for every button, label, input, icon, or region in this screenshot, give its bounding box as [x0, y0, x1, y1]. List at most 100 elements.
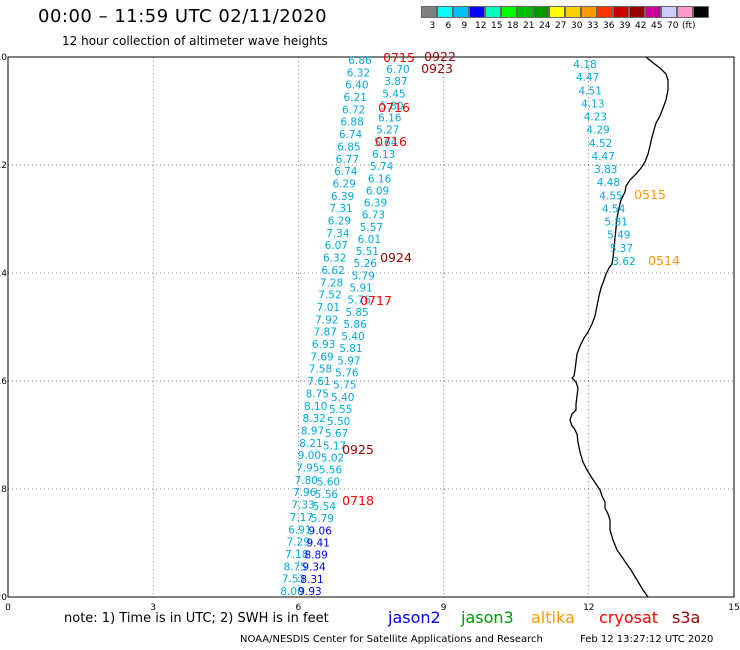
- swh-value: 5.50: [327, 416, 350, 428]
- timestamp: Feb 12 13:27:12 UTC 2020: [580, 634, 714, 645]
- swh-value: 7.28: [320, 277, 343, 289]
- legend-jason3: jason3: [461, 608, 514, 627]
- swh-value: 3.62: [612, 256, 635, 268]
- swh-value: 6.72: [342, 104, 365, 116]
- pass-label-altika: 0515: [634, 187, 666, 202]
- swh-track-2: 6.703.875.455.806.165.275.646.135.746.16…: [298, 64, 409, 598]
- swh-value: 6.74: [334, 166, 358, 178]
- swh-value: 5.75: [333, 380, 356, 392]
- swh-value: 4.48: [597, 177, 620, 189]
- colorbar-label: 21: [523, 21, 535, 31]
- swh-value: 4.52: [589, 138, 612, 150]
- y-tick-label: -16: [0, 377, 7, 387]
- swh-value: 7.17: [290, 512, 313, 524]
- swh-value: 6.09: [366, 185, 389, 197]
- map-frame: [7, 56, 735, 598]
- swh-value: 5.26: [354, 258, 378, 270]
- swh-track-1: 6.866.326.406.216.726.886.746.856.776.74…: [280, 55, 372, 598]
- swh-value: 9.93: [298, 586, 321, 598]
- swh-value: 4.13: [581, 98, 604, 110]
- swh-value: 5.64: [374, 137, 398, 149]
- map-subtitle: 12 hour collection of altimeter wave hei…: [62, 34, 328, 48]
- pass-label-cryosat: 0718: [342, 493, 374, 508]
- colorbar-swatch: [533, 6, 549, 18]
- y-tick-label: -18: [0, 485, 7, 495]
- swh-value: 8.97: [301, 425, 324, 437]
- swh-value: 6.85: [337, 141, 360, 153]
- colorbar-swatch: [421, 6, 437, 18]
- swh-value: 7.01: [317, 302, 340, 314]
- swh-value: 5.67: [325, 428, 348, 440]
- swh-value: 6.86: [348, 55, 372, 67]
- legend-altika: altika: [531, 608, 575, 627]
- swh-value: 7.61: [307, 376, 330, 388]
- swh-value: 8.00: [280, 586, 303, 598]
- colorbar-swatch: [661, 6, 677, 18]
- credit-line: NOAA/NESDIS Center for Satellite Applica…: [240, 634, 543, 645]
- swh-value: 5.37: [610, 243, 633, 255]
- colorbar-label: 42: [635, 21, 647, 31]
- legend-cryosat: cryosat: [599, 608, 659, 627]
- swh-value: 5.60: [317, 477, 340, 489]
- colorbar-swatch: [613, 6, 629, 18]
- swh-value: 6.29: [328, 216, 351, 228]
- swh-value: 9.34: [302, 562, 326, 574]
- pass-label-s3a: 0923: [421, 61, 453, 76]
- swh-value: 5.54: [313, 501, 337, 513]
- colorbar-swatch: [437, 6, 453, 18]
- swh-value: 5.56: [315, 489, 339, 501]
- swh-value: 4.47: [576, 72, 599, 84]
- swh-value: 5.81: [339, 343, 362, 355]
- swh-value: 6.01: [358, 234, 381, 246]
- swh-value: 5.45: [382, 88, 405, 100]
- swh-value: 6.21: [344, 92, 367, 104]
- swh-value: 5.40: [331, 392, 354, 404]
- pass-label-cryosat: 0716: [378, 100, 410, 115]
- swh-value: 6.70: [386, 64, 409, 76]
- swh-value: 4.23: [584, 112, 607, 124]
- colorbar-swatch: [597, 6, 613, 18]
- swh-value: 5.85: [345, 307, 368, 319]
- pass-label-altika: 0514: [648, 253, 680, 268]
- swh-value: 7.18: [285, 549, 308, 561]
- swh-value: 7.52: [318, 290, 341, 302]
- swh-value: 4.18: [573, 59, 596, 71]
- swh-value: 5.74: [370, 161, 394, 173]
- swh-value: 6.16: [378, 113, 402, 125]
- swh-value: 5.56: [319, 465, 343, 477]
- swh-value: 6.32: [323, 253, 346, 265]
- swh-value: 5.76: [335, 367, 359, 379]
- swh-value: 5.55: [329, 404, 352, 416]
- swh-track-3: 4.184.474.514.134.234.294.524.473.834.48…: [573, 59, 635, 268]
- x-tick-label: 15: [728, 603, 739, 613]
- swh-value: 6.73: [362, 210, 385, 222]
- pass-label-cryosat: 0717: [360, 293, 392, 308]
- colorbar-swatch: [677, 6, 693, 18]
- swh-value: 6.62: [321, 265, 344, 277]
- swh-value: 5.51: [356, 246, 379, 258]
- swh-value: 6.16: [368, 173, 392, 185]
- swh-value: 4.54: [602, 203, 626, 215]
- swh-value: 5.57: [360, 222, 383, 234]
- colorbar-label: 6: [445, 21, 452, 31]
- colorbar-swatch: [629, 6, 645, 18]
- swh-value: 6.32: [347, 67, 370, 79]
- y-tick-label: -14: [0, 269, 7, 279]
- swh-value: 8.10: [304, 401, 327, 413]
- swh-value: 5.81: [605, 217, 628, 229]
- colorbar-label: 24: [539, 21, 551, 31]
- swh-value: 6.39: [364, 198, 387, 210]
- swh-value: 5.79: [311, 513, 334, 525]
- wave-height-colorbar: [421, 6, 709, 18]
- swh-value: 8.75: [283, 561, 306, 573]
- map-title: 00:00 – 11:59 UTC 02/11/2020: [38, 6, 328, 27]
- swh-value: 7.31: [329, 203, 352, 215]
- pass-label-s3a: 0925: [342, 442, 374, 457]
- colorbar-swatch: [453, 6, 469, 18]
- footer-note: note: 1) Time is in UTC; 2) SWH is in fe…: [64, 611, 329, 626]
- swh-value: 6.88: [340, 117, 363, 129]
- colorbar-swatch: [581, 6, 597, 18]
- swh-value: 5.91: [349, 283, 372, 295]
